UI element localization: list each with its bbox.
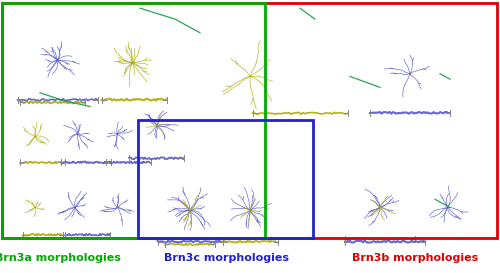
Bar: [138, 120, 313, 238]
Text: Brn3a morphologies: Brn3a morphologies: [0, 253, 121, 263]
Text: Brn3b morphologies: Brn3b morphologies: [352, 253, 478, 263]
Bar: [2, 3, 265, 238]
Text: Brn3c morphologies: Brn3c morphologies: [164, 253, 290, 263]
Bar: [2, 3, 497, 238]
